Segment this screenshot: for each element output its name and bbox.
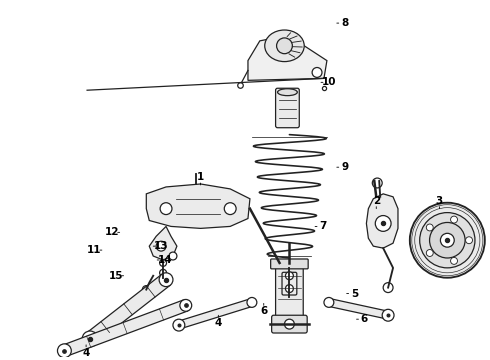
Polygon shape <box>147 184 250 228</box>
Ellipse shape <box>277 89 297 96</box>
Circle shape <box>247 297 257 307</box>
Circle shape <box>466 237 472 244</box>
Text: 11: 11 <box>87 245 101 255</box>
FancyBboxPatch shape <box>270 259 308 269</box>
Text: 1: 1 <box>197 172 204 182</box>
FancyBboxPatch shape <box>271 315 307 333</box>
Circle shape <box>382 309 394 321</box>
Circle shape <box>420 213 475 268</box>
Circle shape <box>286 285 294 293</box>
Circle shape <box>426 249 433 256</box>
Text: 9: 9 <box>341 162 348 172</box>
Circle shape <box>410 203 485 278</box>
Circle shape <box>169 252 177 260</box>
Polygon shape <box>248 36 327 80</box>
Circle shape <box>451 257 458 264</box>
Text: 13: 13 <box>154 241 169 251</box>
FancyBboxPatch shape <box>275 88 299 128</box>
Text: 5: 5 <box>351 288 358 298</box>
Circle shape <box>383 283 393 293</box>
Text: 4: 4 <box>82 348 90 358</box>
Text: 4: 4 <box>215 318 222 328</box>
Polygon shape <box>367 194 398 248</box>
Text: 14: 14 <box>158 255 172 265</box>
Circle shape <box>159 273 173 287</box>
Text: 8: 8 <box>341 18 348 28</box>
Circle shape <box>372 178 382 188</box>
Polygon shape <box>149 226 177 260</box>
Circle shape <box>57 344 72 358</box>
Ellipse shape <box>265 30 304 62</box>
Circle shape <box>286 272 294 280</box>
Text: 7: 7 <box>319 221 327 231</box>
Polygon shape <box>86 274 171 345</box>
Circle shape <box>430 222 465 258</box>
Circle shape <box>156 241 166 251</box>
Circle shape <box>160 203 172 215</box>
Text: 3: 3 <box>436 196 443 206</box>
Circle shape <box>324 297 334 307</box>
Circle shape <box>426 224 433 231</box>
Circle shape <box>180 300 192 311</box>
Circle shape <box>285 319 294 329</box>
FancyBboxPatch shape <box>275 261 303 319</box>
Polygon shape <box>328 298 389 319</box>
Circle shape <box>276 38 293 54</box>
Text: 12: 12 <box>104 227 119 237</box>
Circle shape <box>224 203 236 215</box>
Circle shape <box>160 260 167 266</box>
Text: 2: 2 <box>372 196 380 206</box>
Text: 6: 6 <box>361 314 368 324</box>
Text: 10: 10 <box>321 77 336 87</box>
Text: 6: 6 <box>260 306 268 316</box>
Circle shape <box>160 269 167 276</box>
Circle shape <box>312 68 322 77</box>
Circle shape <box>375 216 391 231</box>
Text: 15: 15 <box>108 271 123 281</box>
Circle shape <box>441 233 454 247</box>
Circle shape <box>451 216 458 223</box>
Circle shape <box>173 319 185 331</box>
Polygon shape <box>178 299 253 329</box>
Circle shape <box>82 331 98 347</box>
Circle shape <box>143 285 150 293</box>
FancyBboxPatch shape <box>282 272 297 295</box>
Polygon shape <box>62 300 188 356</box>
